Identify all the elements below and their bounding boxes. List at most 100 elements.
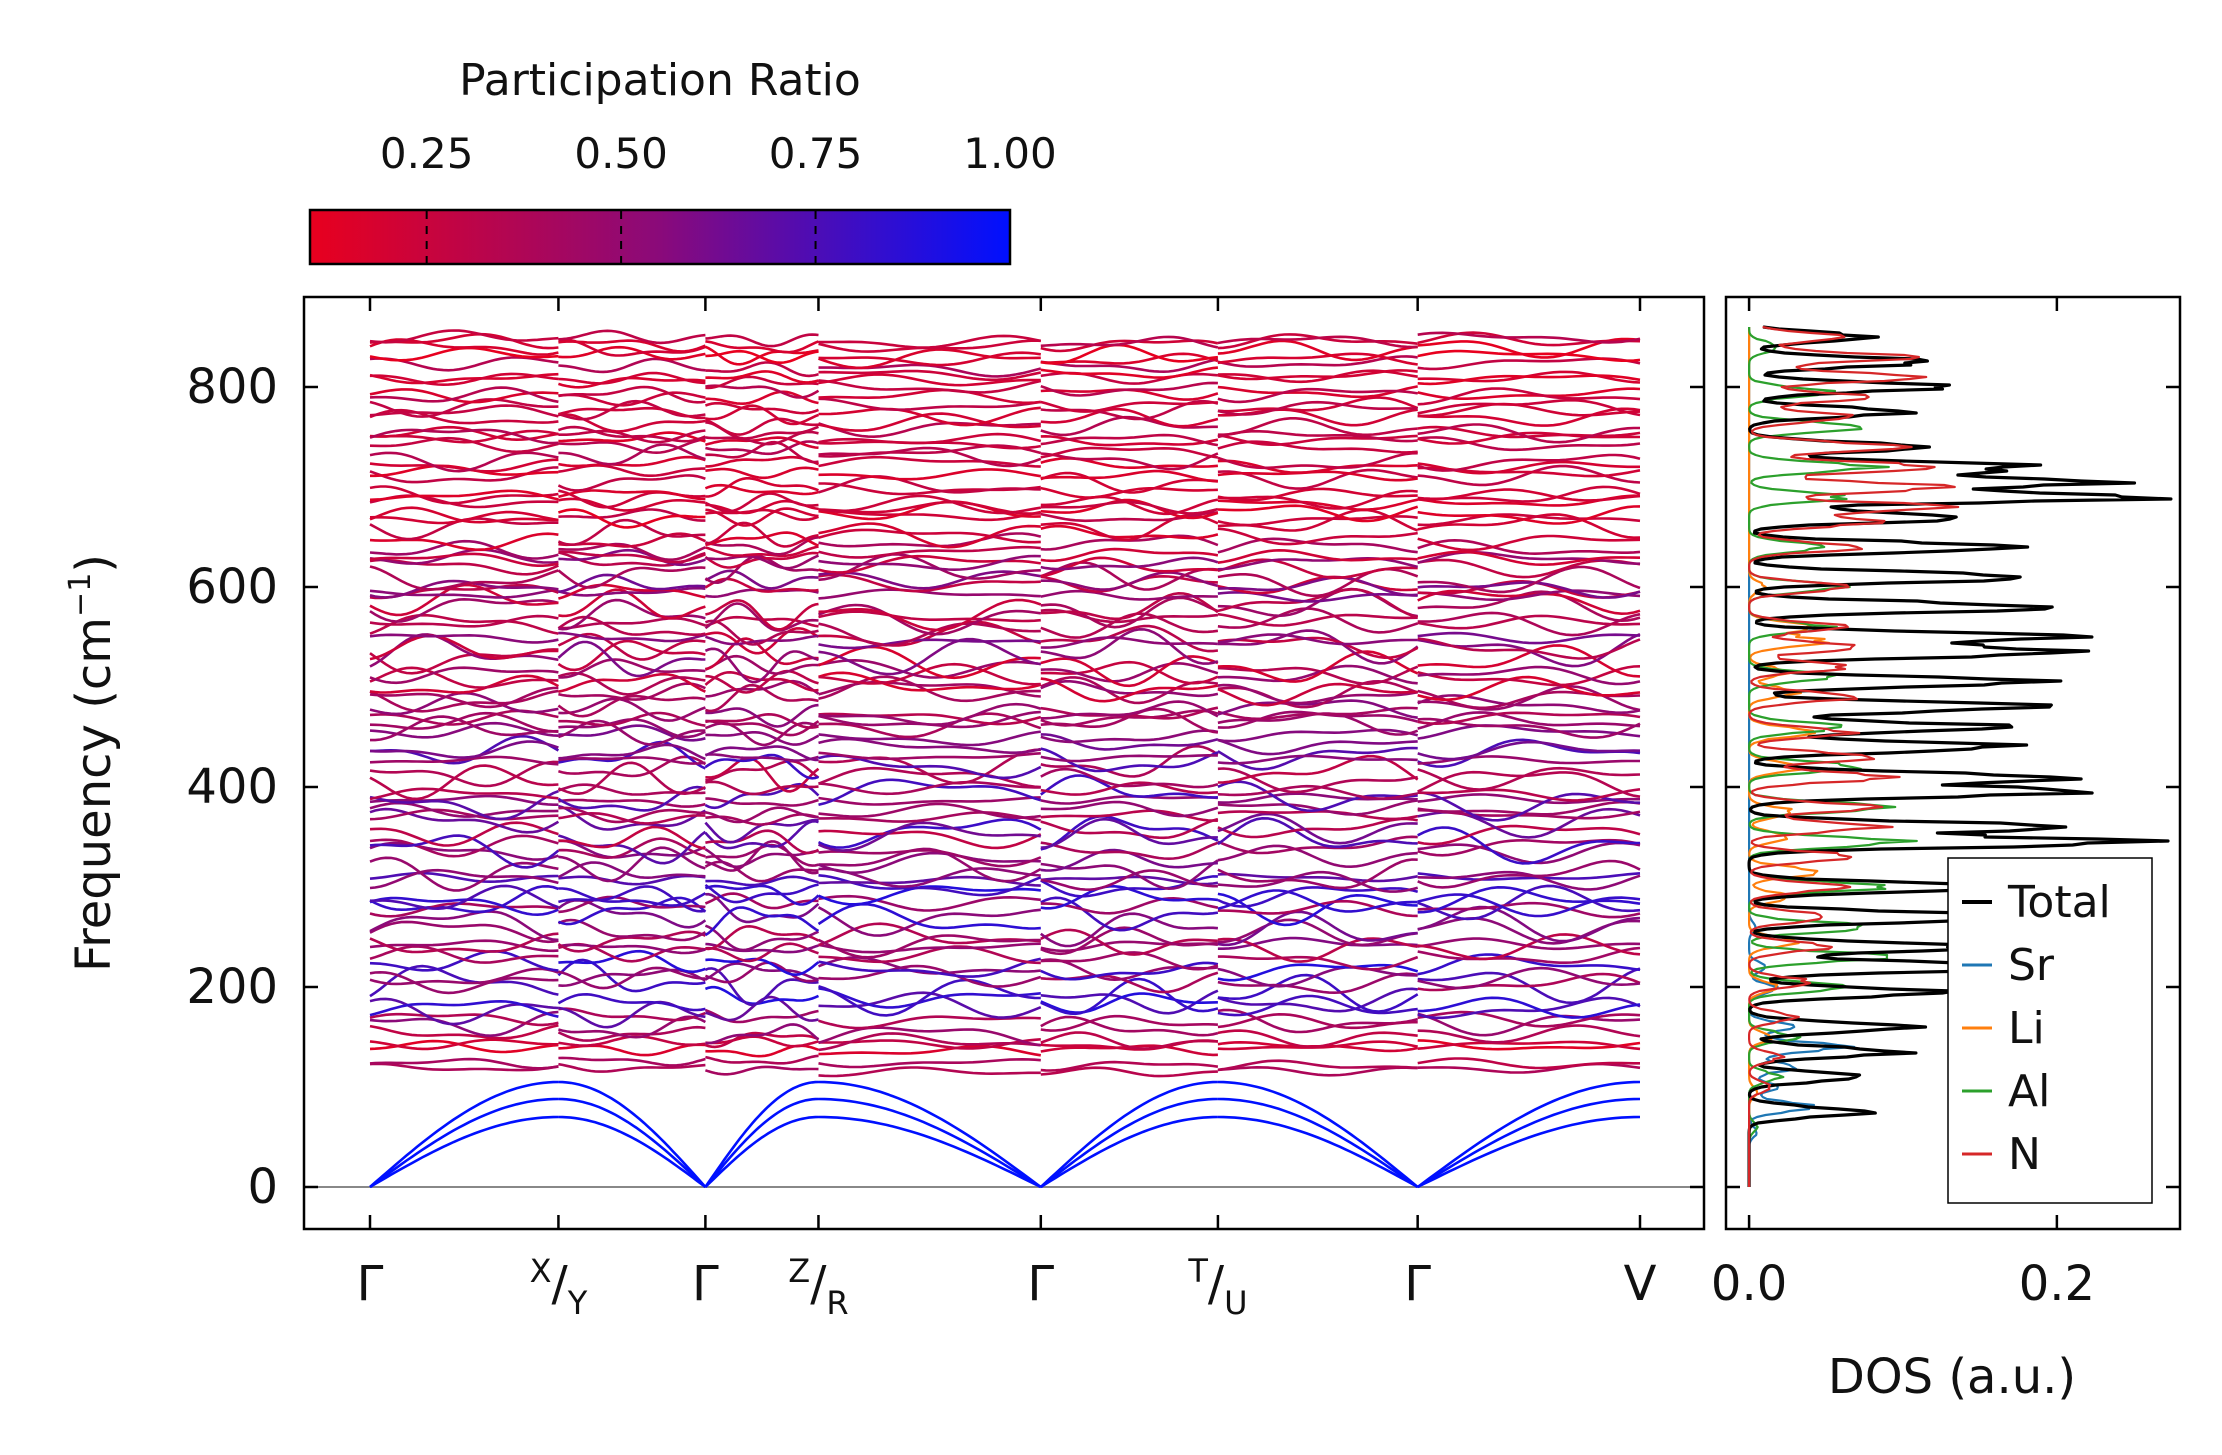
optical-band <box>558 631 706 643</box>
optical-band <box>557 566 706 589</box>
optical-band <box>818 554 1041 572</box>
optical-band <box>705 703 819 728</box>
optical-band <box>704 883 819 904</box>
optical-band <box>1217 527 1418 546</box>
optical-band <box>1217 633 1418 646</box>
acoustic-branch <box>1039 1080 1218 1188</box>
optical-band <box>1217 870 1419 893</box>
optical-band <box>1217 963 1419 982</box>
optical-band <box>558 329 706 345</box>
optical-band <box>818 978 1041 1017</box>
optical-band <box>818 348 1041 370</box>
optical-band <box>369 997 559 1026</box>
optical-band <box>369 807 560 834</box>
optical-band <box>1040 661 1219 683</box>
optical-band <box>1417 824 1641 846</box>
optical-band <box>818 379 1042 394</box>
optical-band <box>1217 575 1418 595</box>
optical-band <box>369 856 559 892</box>
optical-band <box>705 599 819 631</box>
optical-band <box>705 1023 820 1045</box>
optical-band <box>1417 513 1641 540</box>
optical-band <box>818 730 1041 747</box>
optical-band <box>1040 971 1219 994</box>
optical-band <box>818 1044 1042 1057</box>
optical-band <box>1217 728 1419 743</box>
optical-band <box>1417 581 1641 599</box>
optical-band <box>1217 576 1418 597</box>
band-y-ticks: 0 200 400 600 800 <box>186 359 1704 1215</box>
optical-band <box>1217 872 1418 883</box>
optical-band <box>1217 892 1418 927</box>
optical-band <box>818 957 1042 978</box>
optical-band <box>704 554 819 585</box>
dos-curves <box>1747 325 2173 1187</box>
optical-band <box>1217 588 1419 619</box>
optical-band <box>1217 335 1418 349</box>
acoustic-branch <box>818 1115 1042 1189</box>
optical-band <box>818 987 1041 1009</box>
optical-band <box>1217 664 1418 685</box>
optical-band <box>705 521 819 548</box>
optical-band <box>558 399 706 421</box>
y-axis-label: Frequency (cm−1) <box>63 554 122 972</box>
optical-band <box>557 671 706 696</box>
optical-band <box>369 755 559 766</box>
dos-curve-n <box>1747 325 1960 1187</box>
band-structure-panel: 0 200 400 600 800 Γ X/Y Γ Z/R Γ T/U Γ V Frequency (… <box>63 295 1706 1322</box>
legend: Total Sr Li Al N <box>1947 857 2153 1204</box>
optical-band <box>369 338 559 356</box>
optical-band <box>369 386 559 404</box>
optical-band <box>1217 416 1418 437</box>
optical-band <box>1040 1015 1219 1037</box>
optical-band <box>1040 817 1219 840</box>
optical-band <box>1217 650 1419 683</box>
optical-band <box>1417 770 1641 798</box>
optical-band <box>1217 1065 1418 1077</box>
optical-band <box>817 934 1041 959</box>
optical-band <box>1417 933 1641 961</box>
acoustic-branch <box>704 1115 819 1188</box>
optical-band <box>557 640 706 678</box>
dos-ticks: 0.0 0.2 <box>1711 297 2180 1312</box>
optical-band <box>1040 358 1219 374</box>
optical-band <box>1417 694 1641 715</box>
optical-band <box>1217 812 1418 845</box>
optical-band <box>558 345 706 361</box>
optical-band <box>369 945 559 964</box>
optical-band <box>1417 966 1641 990</box>
optical-band <box>557 694 706 718</box>
optical-band <box>704 848 819 869</box>
optical-band <box>817 902 1041 930</box>
phonon-bands <box>369 329 1641 1189</box>
optical-band <box>558 755 707 778</box>
optical-band <box>1217 683 1418 705</box>
optical-band <box>369 485 559 505</box>
optical-band <box>1040 433 1219 447</box>
optical-band <box>1417 550 1641 567</box>
optical-band <box>1417 402 1641 418</box>
optical-band <box>1217 429 1418 443</box>
optical-band <box>1040 992 1218 1014</box>
optical-band <box>1040 912 1219 948</box>
dos-x-axis-label: DOS (a.u.) <box>1828 1349 2076 1405</box>
optical-band <box>1417 665 1641 686</box>
optical-band <box>1217 487 1418 502</box>
optical-band <box>704 962 819 981</box>
optical-band <box>818 702 1042 726</box>
optical-band <box>818 545 1041 559</box>
optical-band <box>818 942 1041 954</box>
optical-band <box>1217 396 1419 413</box>
optical-band <box>369 821 559 847</box>
optical-band <box>1217 629 1419 665</box>
optical-band <box>558 339 706 353</box>
optical-band <box>558 811 706 825</box>
optical-band <box>369 372 559 387</box>
optical-band <box>1217 682 1418 707</box>
optical-band <box>1417 724 1641 740</box>
optical-band <box>705 476 819 498</box>
optical-band <box>818 796 1041 806</box>
colorbar-tick-label: 0.50 <box>574 129 668 178</box>
optical-band <box>1040 452 1219 471</box>
optical-band <box>557 861 706 880</box>
